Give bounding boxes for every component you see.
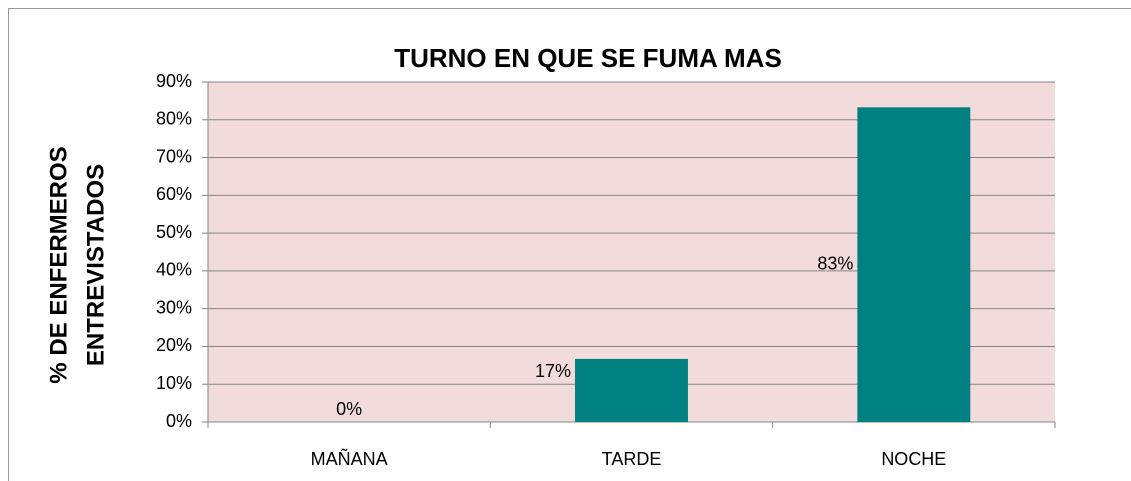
chart-title: TURNO EN QUE SE FUMA MAS [394, 43, 782, 73]
data-label: 17% [535, 361, 571, 381]
data-label: 0% [336, 399, 362, 419]
y-tick-label: 60% [156, 184, 192, 204]
y-tick-label: 30% [156, 297, 192, 317]
bar [857, 107, 971, 423]
y-tick-label: 70% [156, 146, 192, 166]
data-label: 83% [817, 253, 853, 273]
y-tick-label: 20% [156, 335, 192, 355]
x-tick-label: NOCHE [881, 449, 946, 469]
y-tick-label: 0% [166, 411, 192, 431]
y-axis-label: ENTREVISTADOS [82, 164, 109, 366]
bar [575, 358, 688, 422]
y-tick-label: 80% [156, 109, 192, 129]
y-axis-label: % DE ENFERMEROS [45, 146, 72, 383]
x-tick-label: TARDE [602, 449, 662, 469]
y-tick-label: 10% [156, 373, 192, 393]
y-tick-label: 50% [156, 222, 192, 242]
y-tick-label: 90% [156, 71, 192, 91]
y-tick-label: 40% [156, 260, 192, 280]
x-tick-label: MAÑANA [311, 448, 388, 469]
